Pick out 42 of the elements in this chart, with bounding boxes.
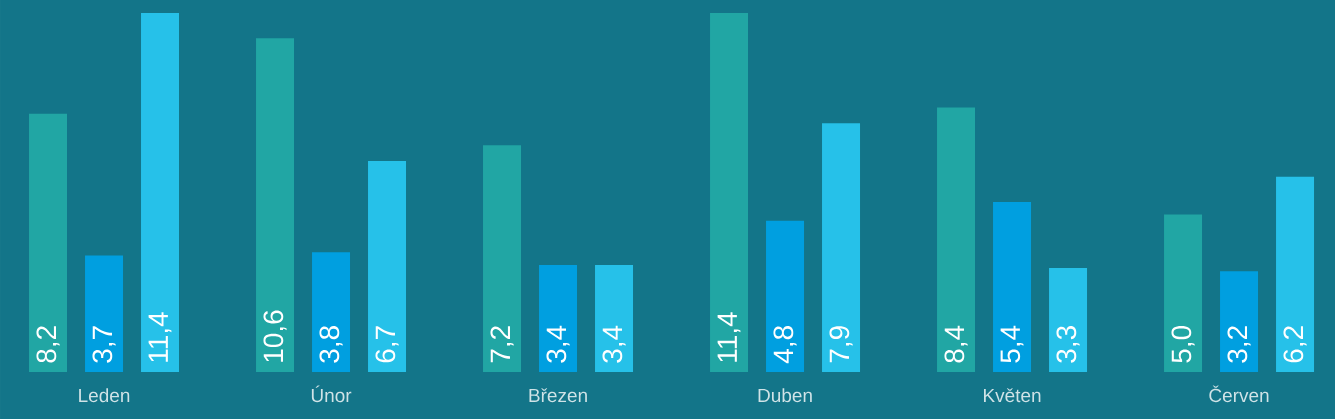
bar: [85, 255, 124, 372]
bar: [993, 201, 1032, 372]
x-tick-label: Duben: [758, 388, 812, 403]
bar: [1164, 214, 1203, 372]
bar: [1049, 268, 1088, 372]
bar: [1220, 271, 1259, 372]
bar: [766, 220, 805, 372]
bar: [710, 12, 749, 372]
data-label: 3,4: [546, 325, 570, 363]
bar: [937, 107, 976, 372]
bar: [29, 113, 68, 372]
bar: [483, 145, 522, 372]
data-label: 3,3: [1056, 326, 1080, 363]
data-label: 3,2: [1227, 326, 1251, 363]
x-tick-label: Červen: [1209, 385, 1269, 403]
data-label: 3,8: [319, 326, 343, 363]
data-label: 11,4: [148, 312, 172, 362]
data-label: 3,7: [92, 326, 116, 363]
data-label: 5,0: [1171, 325, 1195, 363]
data-label: 7,2: [490, 326, 514, 363]
bar: [368, 161, 407, 372]
data-label: 8,2: [36, 326, 60, 363]
bar: [141, 12, 180, 372]
x-tick-label: Květen: [984, 388, 1041, 403]
data-label: 8,4: [944, 325, 968, 363]
data-label: 4,8: [773, 326, 797, 364]
bar: [539, 264, 578, 372]
bar: [312, 252, 351, 372]
data-label: 6,2: [1283, 326, 1307, 363]
data-label: 3,4: [602, 325, 626, 363]
data-label: 6,7: [375, 326, 399, 363]
bar: [1276, 176, 1315, 372]
x-tick-label: Březen: [529, 388, 587, 403]
bar: [256, 38, 295, 372]
data-label: 7,9: [829, 326, 853, 363]
data-label: 10,6: [263, 310, 287, 362]
data-label: 11,4: [717, 312, 741, 362]
x-tick-label: Leden: [79, 388, 130, 403]
bar: [822, 123, 861, 372]
x-tick-label: Únor: [311, 385, 352, 403]
bar: [595, 264, 634, 372]
data-label: 5,4: [1000, 325, 1024, 363]
